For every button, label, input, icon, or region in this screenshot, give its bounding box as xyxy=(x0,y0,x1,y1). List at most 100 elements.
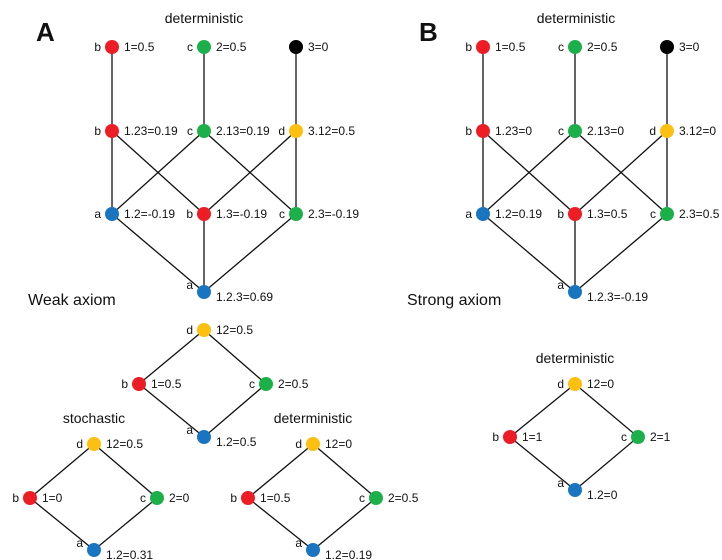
diamond-2-edge xyxy=(312,497,377,551)
panel-a-node-label: 1.2=-0.19 xyxy=(124,207,175,221)
panel-b-node-label: 1.2=0.19 xyxy=(495,207,542,221)
diamond-stochastic-title: stochastic xyxy=(63,410,125,426)
panel-a-node-tag: d xyxy=(278,124,285,138)
diamond-strong-deterministic: deterministic d 12=0 b 1=1 c 2=1 a 1.2=0 xyxy=(492,350,670,502)
panel-b-node-label: 1.3=0.5 xyxy=(587,207,628,221)
panel-b-edge xyxy=(482,130,576,215)
panel-letter-a: A xyxy=(36,17,55,47)
diamond-0-edge xyxy=(138,329,205,385)
panel-a-node-label: 3=0 xyxy=(308,40,329,54)
panel-b-edge xyxy=(574,130,668,215)
diamond-1-node-label: 2=0 xyxy=(169,491,190,505)
diamond-0-edge xyxy=(203,383,267,438)
panel-b-node xyxy=(476,124,490,138)
panel-letter-b: B xyxy=(419,17,438,47)
panel-a-node-label: 1.23=0.19 xyxy=(124,124,178,138)
panel-b-node xyxy=(568,207,582,221)
panel-b: B deterministic Strong axiom b 1=0.5 c 2=0.… xyxy=(407,10,720,309)
diamond-3-node-tag: a xyxy=(557,476,564,490)
panel-b-node-tag: a xyxy=(557,278,564,292)
panel-b-lattice: b 1=0.5 c 2=0.5 3=0 b 1.23=0 c 2.13=0 d 3.12=0 a 1.2… xyxy=(465,40,720,304)
diamond-0-node-tag: c xyxy=(249,377,255,391)
panel-b-node xyxy=(568,40,582,54)
panel-a-node-tag: b xyxy=(94,40,101,54)
diamond-1-node-tag: b xyxy=(12,491,19,505)
diamond-1-edge xyxy=(29,497,95,551)
diamond-1-node xyxy=(150,491,164,505)
panel-b-section-label: Strong axiom xyxy=(407,292,501,309)
diamond-3-node xyxy=(568,377,582,391)
panel-b-node-label: 2.3=0.5 xyxy=(679,207,720,221)
panel-a-node-label: 1.2.3=0.69 xyxy=(216,290,273,304)
panel-b-edge xyxy=(574,213,668,293)
diamond-3-node-tag: d xyxy=(557,377,564,391)
panel-a-node-tag: c xyxy=(187,40,193,54)
diamond-2-node-label: 1.2=0.19 xyxy=(325,548,372,560)
diamond-0-node-tag: a xyxy=(186,423,193,437)
diamond-0-node xyxy=(259,377,273,391)
panel-a-node-tag: a xyxy=(94,207,101,221)
panel-b-node xyxy=(568,124,582,138)
diamond-3-node-label: 1.2=0 xyxy=(587,488,618,502)
panel-b-node xyxy=(476,40,490,54)
panel-b-title: deterministic xyxy=(537,10,616,26)
diamond-0-node-tag: b xyxy=(121,377,128,391)
panel-a-edge xyxy=(203,130,297,215)
diamond-2-node-tag: d xyxy=(295,437,302,451)
panel-a-node-tag: c xyxy=(279,207,285,221)
diamond-3-node-label: 12=0 xyxy=(587,377,614,391)
diamond-0-node-label: 1=0.5 xyxy=(151,377,182,391)
panel-a-node xyxy=(289,40,303,54)
panel-a-title: deterministic xyxy=(165,10,244,26)
panel-b-node-label: 2=0.5 xyxy=(587,40,618,54)
diamond-0-node-label: 1.2=0.5 xyxy=(216,435,257,449)
diamond-weak-top: d 12=0.5 b 1=0.5 c 2=0.5 a 1.2=0.5 xyxy=(121,323,309,449)
diamond-weak-deterministic: deterministic d 12=0 b 1=0.5 c 2=0.5 a 1.2=0.19 xyxy=(230,410,418,560)
panel-b-node xyxy=(476,207,490,221)
panel-a: A deterministic Weak axiom b 1=0.5 c 2=0.5 3… xyxy=(28,10,359,309)
diamond-0-edge xyxy=(138,383,205,438)
diamond-2-node-tag: b xyxy=(230,491,237,505)
panel-b-node-tag: c xyxy=(558,124,564,138)
panel-b-node-tag: b xyxy=(465,124,472,138)
diamond-2-node xyxy=(306,543,320,557)
diamond-2-node xyxy=(306,437,320,451)
panel-a-node xyxy=(197,40,211,54)
panel-b-node-label: 2.13=0 xyxy=(587,124,624,138)
panel-a-node xyxy=(289,124,303,138)
diamond-2-node-tag: c xyxy=(359,491,365,505)
diamond-0-edge xyxy=(203,329,267,385)
panel-b-node-tag: b xyxy=(465,40,472,54)
panel-b-node-label: 1.23=0 xyxy=(495,124,532,138)
panel-a-node-label: 1=0.5 xyxy=(124,40,155,54)
panel-a-lattice: b 1=0.5 c 2=0.5 3=0 b 1.23=0.19 c 2.13=0.19 d 3.12… xyxy=(94,40,359,304)
diamond-strong-deterministic-title: deterministic xyxy=(536,350,615,366)
diamond-3-node-tag: c xyxy=(621,430,627,444)
panel-b-node-tag: b xyxy=(557,207,564,221)
diamond-0-node-label: 12=0.5 xyxy=(216,323,253,337)
diamond-1-node-tag: d xyxy=(76,437,83,451)
diamond-2-edge xyxy=(247,497,314,551)
panel-a-node xyxy=(105,40,119,54)
panel-b-node-label: 1.2.3=-0.19 xyxy=(587,290,648,304)
panel-a-edge xyxy=(111,213,205,293)
diamond-3-edge xyxy=(574,436,639,491)
diamond-1-edge xyxy=(29,443,95,499)
diamond-3-node xyxy=(503,430,517,444)
diamond-1-node-label: 1.2=0.31 xyxy=(106,548,153,560)
diamond-0-node xyxy=(197,323,211,337)
panel-b-node xyxy=(660,124,674,138)
diamond-3-node-tag: b xyxy=(492,430,499,444)
panel-b-node-label: 3.12=0 xyxy=(679,124,716,138)
panel-b-edge xyxy=(482,213,576,293)
panel-a-section-label: Weak axiom xyxy=(28,292,116,309)
panel-b-node xyxy=(660,207,674,221)
diamond-2-node-tag: a xyxy=(295,536,302,550)
panel-a-edge xyxy=(203,213,297,293)
diamond-3-node-label: 1=1 xyxy=(522,430,543,444)
panel-a-node xyxy=(289,207,303,221)
panel-b-node-label: 1=0.5 xyxy=(495,40,526,54)
diamond-0-node-label: 2=0.5 xyxy=(278,377,309,391)
